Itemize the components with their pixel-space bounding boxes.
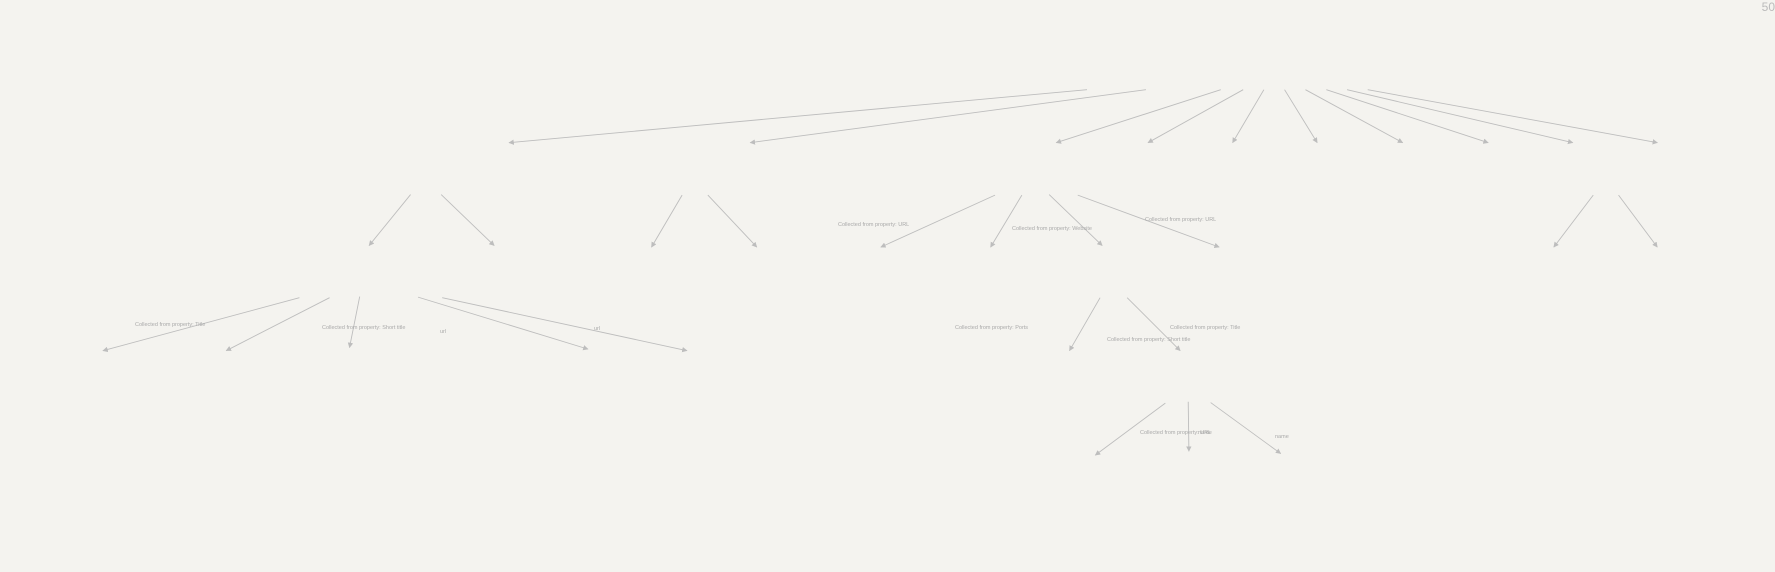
edge-wix-wx_80[interactable]	[1077, 194, 1220, 248]
edge-label: Collected from property: Website	[1012, 226, 1092, 232]
edge-label: Collected from property: Title	[135, 322, 206, 328]
edge-wx_url-w1[interactable]	[1069, 297, 1101, 352]
edge-label: Collected from property: Short title	[322, 325, 406, 331]
edge-root-dnb[interactable]	[1284, 89, 1318, 144]
edge-label: Collected from property: URL	[1145, 217, 1217, 223]
edge-w2-alfr[interactable]	[1186, 401, 1192, 452]
edge-rocketreach-rr_pdf[interactable]	[440, 194, 495, 246]
edge-label: name	[1198, 430, 1212, 436]
edge-label: Collected from property: Title	[1170, 325, 1241, 331]
edge-rr_url-l4[interactable]	[417, 296, 589, 351]
edge-w2-dnsw[interactable]	[1210, 402, 1282, 454]
edge-wx_url-w2[interactable]	[1126, 297, 1181, 352]
edge-facebook-fb_ip4[interactable]	[1618, 194, 1658, 248]
edge-instagram-ig_ip6[interactable]	[651, 194, 683, 248]
edge-rr_url-l3[interactable]	[347, 296, 361, 349]
edge-instagram-ig_ip4[interactable]	[707, 194, 758, 248]
edge-wix-wx_a[interactable]	[880, 194, 996, 248]
edge-rr_url-l5[interactable]	[442, 297, 688, 353]
edge-root-twitter[interactable]	[1367, 89, 1658, 145]
edge-wix-wx_b[interactable]	[990, 194, 1023, 248]
edge-rr_url-l2[interactable]	[225, 297, 330, 352]
edge-label: Collected from property: URL	[838, 222, 910, 228]
edge-label: name	[1275, 434, 1289, 440]
edge-root-gopillar[interactable]	[1305, 89, 1404, 144]
edge-root-linkedin[interactable]	[1326, 89, 1489, 144]
edge-root-instagram[interactable]	[749, 89, 1147, 145]
edge-facebook-fb_ip6[interactable]	[1553, 194, 1594, 248]
edge-label: url	[594, 326, 601, 332]
edge-label: Collected from property: Short title	[1107, 337, 1191, 343]
edge-label: Collected from property: Ports	[955, 325, 1029, 331]
edge-wix-wx_url[interactable]	[1048, 194, 1103, 246]
edge-rr_url-l1[interactable]	[102, 297, 300, 353]
edge-w2-g[interactable]	[1094, 402, 1166, 456]
edge-rocketreach-rr_url[interactable]	[368, 194, 411, 246]
edge-root-facebook[interactable]	[1346, 89, 1574, 145]
corner-number: 50	[1761, 0, 1775, 14]
edge-root-vimeo[interactable]	[1147, 89, 1244, 144]
edge-root-pinterest[interactable]	[1232, 89, 1265, 144]
edge-root-wix[interactable]	[1055, 89, 1221, 144]
edge-label: url	[440, 329, 447, 335]
edge-label: Collected from property: URL	[1140, 430, 1212, 436]
edge-root-rocketreach[interactable]	[508, 89, 1088, 145]
